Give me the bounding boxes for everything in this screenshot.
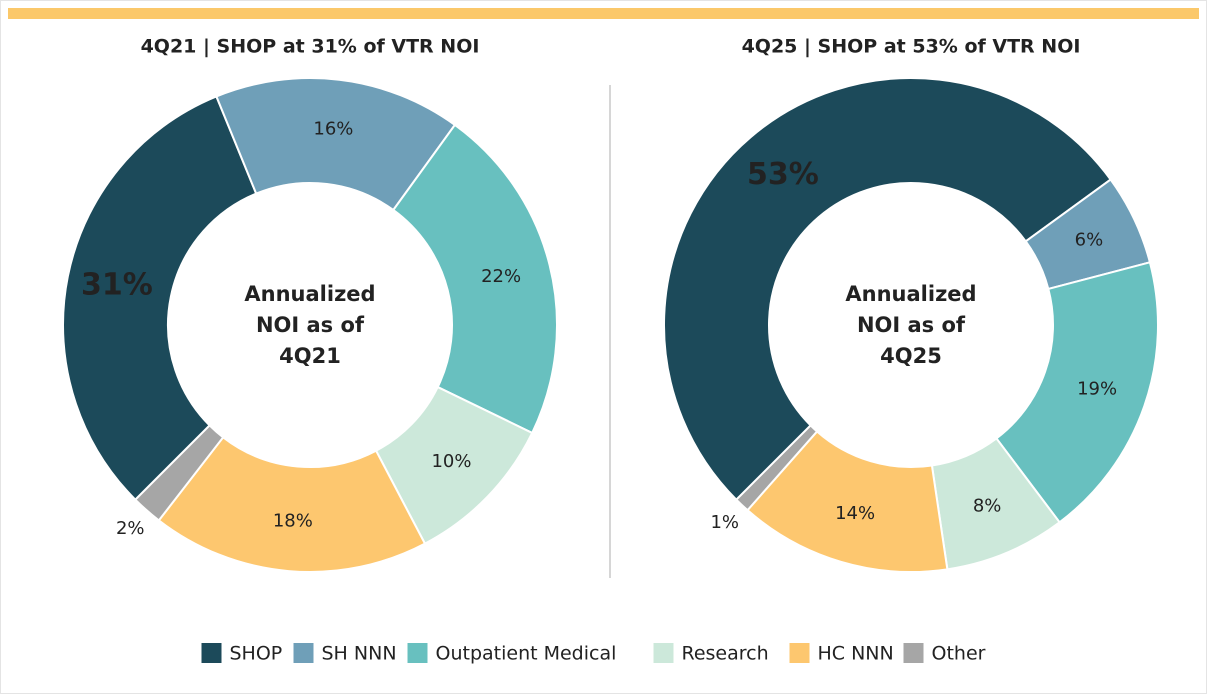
data-label: 10% bbox=[431, 451, 471, 472]
donut-segment bbox=[157, 435, 427, 573]
data-label: 1% bbox=[710, 512, 739, 533]
data-label: 19% bbox=[1077, 379, 1117, 400]
legend-label: Research bbox=[682, 643, 769, 665]
center-label: NOI as of bbox=[256, 313, 365, 337]
center-label: 4Q21 bbox=[279, 344, 341, 368]
legend-swatch bbox=[293, 643, 314, 663]
data-label: 53% bbox=[747, 157, 819, 192]
data-label: 16% bbox=[313, 118, 353, 139]
legend-label: Outpatient Medical bbox=[436, 643, 617, 665]
donut-segment bbox=[995, 261, 1159, 524]
data-label: 14% bbox=[835, 503, 875, 524]
legend-label: SH NNN bbox=[322, 643, 397, 665]
data-label: 22% bbox=[481, 266, 521, 287]
donut-segment bbox=[62, 95, 258, 502]
chart-title: 4Q25 | SHOP at 53% of VTR NOI bbox=[742, 36, 1081, 58]
chart-title: 4Q21 | SHOP at 31% of VTR NOI bbox=[141, 36, 480, 58]
center-label: NOI as of bbox=[857, 313, 966, 337]
center-label: Annualized bbox=[845, 282, 976, 306]
donut-segment bbox=[133, 423, 225, 522]
legend-label: Other bbox=[932, 643, 986, 665]
legend-swatch bbox=[201, 643, 222, 663]
donut-segment bbox=[734, 423, 819, 512]
legend-label: HC NNN bbox=[818, 643, 894, 665]
donut-segment bbox=[662, 76, 1112, 502]
donut-segment bbox=[391, 123, 558, 435]
legend-swatch bbox=[903, 643, 924, 663]
top-bar bbox=[8, 8, 1199, 19]
donut-segment bbox=[215, 77, 457, 212]
legend-swatch bbox=[789, 643, 810, 663]
data-label: 31% bbox=[81, 268, 153, 303]
center-label: Annualized bbox=[244, 282, 375, 306]
center-label: 4Q25 bbox=[880, 344, 942, 368]
legend-label: SHOP bbox=[230, 643, 283, 665]
data-label: 2% bbox=[116, 518, 145, 539]
legend-swatch bbox=[407, 643, 428, 663]
legend-swatch bbox=[653, 643, 674, 663]
data-label: 18% bbox=[273, 510, 313, 531]
data-label: 8% bbox=[973, 496, 1002, 517]
data-label: 6% bbox=[1075, 230, 1104, 251]
